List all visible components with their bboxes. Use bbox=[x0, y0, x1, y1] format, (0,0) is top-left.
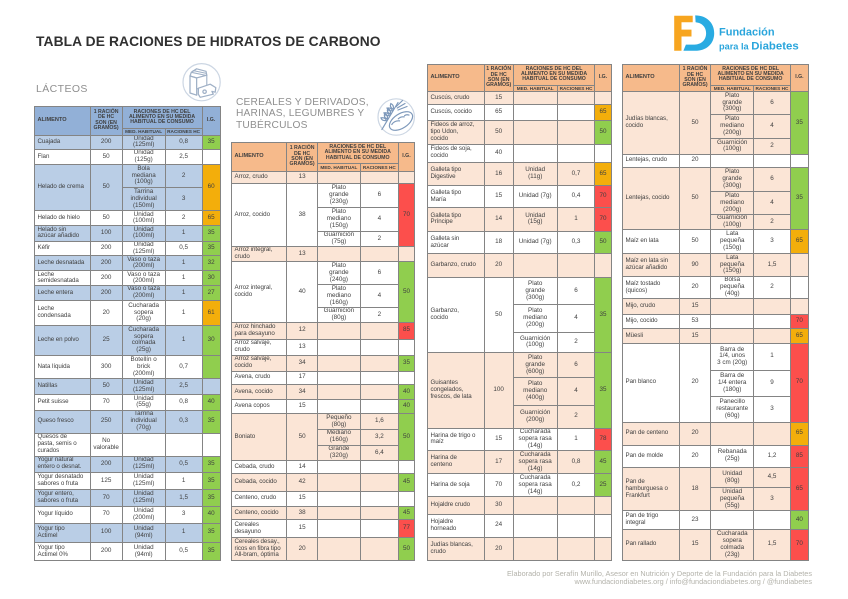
svg-text:para la Diabetes: para la Diabetes bbox=[719, 40, 799, 52]
svg-text:Fundación: Fundación bbox=[719, 26, 775, 38]
